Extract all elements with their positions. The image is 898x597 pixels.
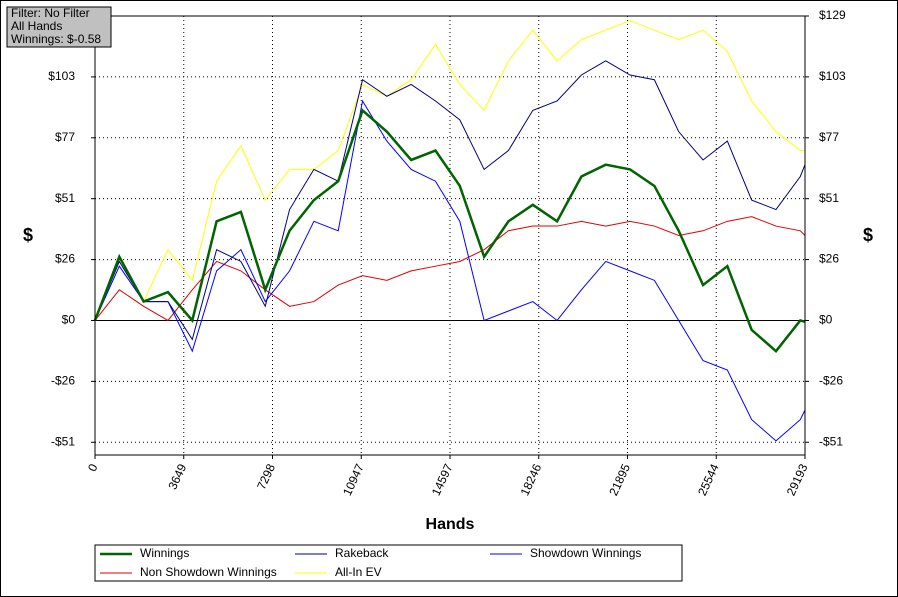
y2-tick-label: $26	[819, 252, 839, 266]
filter-box	[6, 6, 112, 48]
series-line	[94, 20, 805, 321]
legend	[94, 544, 683, 582]
y2-axis-label: $	[863, 225, 873, 245]
plot-area	[95, 16, 805, 455]
y2-tick-label: -$26	[819, 374, 843, 388]
legend-label: Winnings	[140, 546, 189, 560]
y2-tick-label: $129	[819, 8, 846, 22]
y2-tick-label: $77	[819, 130, 839, 144]
y2-tick-label: -$51	[819, 434, 843, 448]
y-tick-label: $77	[55, 130, 75, 144]
legend-label: Rakeback	[335, 546, 389, 560]
filter-line: Winnings: $-0.58	[11, 32, 101, 46]
legend-label: All-In EV	[335, 565, 382, 579]
y2-tick-label: $0	[819, 313, 833, 327]
y-tick-label: -$26	[51, 374, 75, 388]
x-axis-label: Hands	[426, 516, 475, 533]
y-axis-label: $	[23, 225, 33, 245]
series-line	[94, 216, 806, 322]
series-line	[94, 60, 806, 341]
legend-label: Non Showdown Winnings	[140, 565, 277, 579]
y2-tick-label: $51	[819, 191, 839, 205]
series-line	[94, 99, 806, 442]
series-line	[93, 108, 806, 353]
filter-line: Filter: No Filter	[11, 6, 90, 20]
legend-label: Showdown Winnings	[530, 546, 641, 560]
y-tick-label: $26	[55, 252, 75, 266]
filter-line: All Hands	[11, 19, 62, 33]
plot-border	[94, 15, 806, 456]
y-tick-label: $51	[55, 191, 75, 205]
y-tick-label: $0	[62, 313, 76, 327]
y2-tick-label: $103	[819, 69, 846, 83]
y-tick-label: -$51	[51, 434, 75, 448]
y-tick-label: $103	[48, 69, 75, 83]
